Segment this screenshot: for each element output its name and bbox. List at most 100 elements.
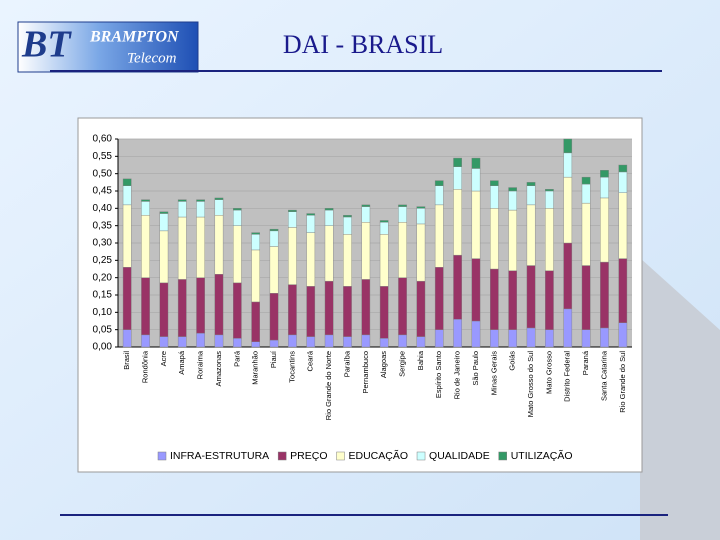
legend-swatch (277, 451, 287, 461)
bar-segment (618, 258, 628, 323)
bar-segment (600, 261, 609, 329)
x-tick-label: Pará (232, 350, 241, 367)
bar-segment (196, 277, 205, 334)
bar-segment (141, 199, 150, 202)
y-tick-label: 0,00 (93, 342, 113, 353)
bar-segment (251, 341, 261, 348)
bar-segment (416, 280, 426, 337)
x-tick-label: Piauí (269, 350, 278, 368)
bar-segment (416, 223, 426, 282)
bar-segment (141, 201, 150, 216)
y-tick-label: 0,45 (93, 186, 113, 197)
x-tick-label: Acre (159, 351, 168, 366)
legend-label: UTILIZAÇÃO (511, 449, 573, 462)
x-tick-label: Sergipe (398, 351, 407, 377)
legend-swatch (498, 451, 507, 461)
x-tick-label: Alagoas (379, 351, 388, 378)
bar-segment (159, 336, 169, 348)
x-tick-label: Pernambuco (361, 351, 370, 394)
bar-segment (379, 286, 389, 339)
y-tick-label: 0,50 (93, 168, 113, 179)
legend-swatch (416, 451, 426, 461)
bar-segment (398, 334, 407, 348)
bar-segment (508, 270, 518, 330)
bar-segment (177, 201, 187, 218)
bar-segment (489, 208, 499, 270)
bar-segment (343, 234, 352, 287)
y-tick-label: 0,30 (93, 238, 113, 249)
bar-segment (471, 320, 481, 348)
bar-segment (508, 329, 518, 348)
bar-segment (269, 230, 279, 247)
x-tick-label: Rio de Janeiro (453, 351, 462, 399)
bar-segment (343, 336, 352, 348)
bar-segment (324, 334, 334, 348)
bar-segment (214, 274, 224, 336)
y-tick-label: 0,10 (93, 307, 113, 318)
bar-segment (177, 199, 187, 202)
bar-segment (600, 197, 609, 263)
bar-segment (232, 225, 242, 284)
legend-label: EDUCAÇÃO (349, 449, 409, 462)
bar-segment (251, 249, 261, 303)
bar-segment (177, 279, 187, 337)
bar-segment (159, 282, 169, 337)
bar-segment (581, 329, 591, 348)
x-tick-label: São Paulo (471, 351, 480, 386)
bar-segment (434, 267, 444, 330)
bar-segment (471, 258, 481, 322)
legend-label: PREÇO (290, 450, 327, 462)
bar-segment (122, 267, 132, 330)
bar-segment (159, 213, 169, 232)
bar-segment (159, 211, 169, 214)
bar-segment (214, 334, 224, 348)
y-tick-label: 0,15 (93, 290, 113, 301)
bar-segment (453, 157, 462, 167)
bar-segment (141, 277, 150, 336)
bar-segment (489, 185, 499, 209)
y-tick-label: 0,25 (93, 255, 113, 266)
bar-segment (379, 221, 389, 235)
bar-segment (563, 242, 573, 310)
y-tick-label: 0,05 (93, 324, 113, 335)
bar-segment (563, 138, 573, 154)
bar-segment (526, 182, 536, 186)
x-tick-label: Roraima (196, 350, 205, 379)
bar-segment (343, 216, 352, 235)
bar-segment (379, 234, 389, 287)
bar-segment (232, 208, 242, 211)
logo-line2: Telecom (127, 50, 177, 66)
bar-segment (269, 246, 279, 294)
bar-segment (214, 215, 224, 275)
bar-segment (288, 334, 297, 348)
bar-segment (434, 204, 444, 268)
logo-line1: BRAMPTON (89, 29, 180, 46)
legend-label: INFRA-ESTRUTURA (170, 450, 269, 462)
bar-segment (251, 234, 261, 251)
x-tick-label: Brasil (122, 351, 131, 370)
bar-segment (269, 228, 279, 232)
legend-label: QUALIDADE (429, 450, 490, 462)
bar-segment (343, 286, 352, 337)
bar-segment (324, 280, 334, 336)
y-tick-label: 0,55 (93, 151, 113, 162)
bar-segment (508, 209, 518, 271)
decor-shape (640, 258, 720, 540)
bar-segment (232, 209, 242, 226)
bar-segment (545, 189, 554, 192)
y-tick-label: 0,35 (93, 220, 113, 231)
bar-segment (324, 208, 334, 211)
bar-segment (251, 301, 261, 342)
bar-segment (398, 221, 407, 278)
bar-segment (269, 339, 279, 348)
bar-segment (398, 204, 407, 207)
bar-segment (489, 268, 499, 330)
y-tick-label: 0,40 (93, 203, 113, 214)
bar-segment (618, 192, 628, 259)
x-tick-label: Mato Grosso (544, 351, 553, 394)
bar-segment (526, 265, 536, 329)
y-tick-label: 0,60 (93, 134, 113, 145)
bar-segment (361, 206, 371, 223)
bar-segment (196, 332, 205, 348)
bar-segment (416, 336, 426, 348)
